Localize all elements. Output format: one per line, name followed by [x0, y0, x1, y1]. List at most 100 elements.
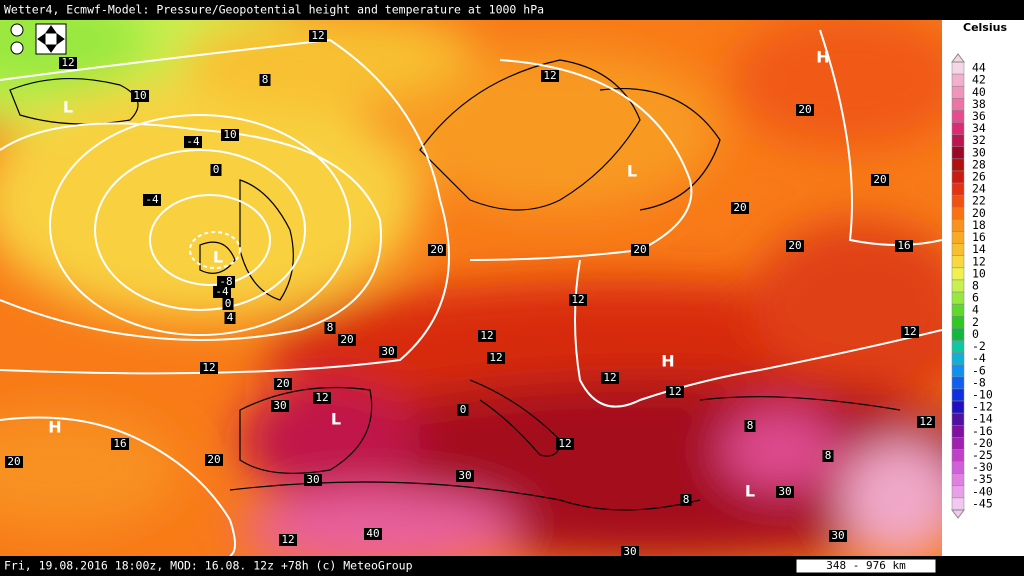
contour-label-bg	[338, 334, 356, 346]
contour-label-bg	[274, 378, 292, 390]
contour-label: 12	[202, 361, 215, 374]
contour-label-bg	[478, 330, 496, 342]
contour-label-bg	[569, 294, 587, 306]
isobars	[0, 29, 942, 556]
contour-label: 20	[788, 239, 801, 252]
contour-label: 12	[571, 293, 584, 306]
contour-label: 8	[262, 73, 269, 86]
pressure-center: H	[816, 48, 829, 67]
contour-label: 20	[207, 453, 220, 466]
contour-label: 20	[340, 333, 353, 346]
contour-label: 16	[897, 239, 910, 252]
contour-label-bg	[143, 194, 161, 206]
legend-swatch	[951, 158, 965, 172]
zoom-in[interactable]	[10, 23, 24, 37]
contour-label-bg	[111, 438, 129, 450]
legend-swatch	[951, 182, 965, 196]
legend-swatch	[951, 267, 965, 281]
legend-swatch	[951, 412, 965, 426]
contour-label-bg	[379, 346, 397, 358]
contour-label: 20	[276, 377, 289, 390]
contour-label: 12	[543, 69, 556, 82]
contour-label-bg	[279, 534, 297, 546]
contour-label: 10	[133, 89, 146, 102]
contour-label: 12	[311, 29, 324, 42]
pressure-center: L	[63, 98, 73, 117]
legend-swatch	[951, 98, 965, 111]
contour-label: 30	[273, 399, 286, 412]
legend-swatch	[951, 243, 965, 256]
legend-label: -35	[972, 472, 993, 486]
map-controls[interactable]	[10, 23, 67, 55]
contour-label-bg	[541, 70, 559, 82]
contour-label: 20	[873, 173, 886, 186]
legend-label: 10	[972, 266, 986, 280]
pressure-center: L	[213, 248, 223, 267]
contour-label: 20	[430, 243, 443, 256]
contour-label-bg	[271, 400, 289, 412]
legend-label: 18	[972, 218, 986, 232]
legend-label: 0	[972, 327, 979, 341]
legend-label: 8	[972, 279, 979, 293]
contour-label: -8	[219, 275, 232, 288]
legend-swatch	[951, 449, 965, 462]
contour-label: -4	[145, 193, 159, 206]
contour-label-bg	[213, 286, 231, 298]
footer-info: Fri, 19.08.2016 18:00z, MOD: 16.08. 12z …	[4, 559, 413, 573]
scale-label: 348 - 976 km	[826, 559, 906, 572]
legend-swatch	[951, 110, 965, 123]
contour-label-bg	[224, 312, 236, 324]
contour-label-bg	[210, 164, 222, 176]
legend-label: 38	[972, 97, 986, 111]
legend-arrow	[951, 53, 965, 63]
contour-label: 0	[213, 163, 220, 176]
contour-label: 10	[223, 128, 236, 141]
legend-swatch	[951, 461, 965, 474]
legend-swatch	[951, 122, 965, 135]
legend-label: 30	[972, 145, 986, 159]
contour-label: 12	[668, 385, 681, 398]
legend-swatch	[951, 194, 965, 208]
legend-swatch	[951, 219, 965, 232]
contour-label: 30	[458, 469, 471, 482]
contour-label: 12	[315, 391, 328, 404]
legend-label: 22	[972, 194, 986, 208]
contour-label-bg	[631, 244, 649, 256]
legend-unit: Celsius	[963, 21, 1007, 34]
pressure-center: H	[48, 418, 61, 437]
contour-label-bg	[917, 416, 935, 428]
contour-label-bg	[744, 420, 756, 432]
legend-label: -25	[972, 448, 993, 462]
zoom-out[interactable]	[10, 41, 24, 55]
legend-label: -16	[972, 424, 993, 438]
legend-label: 34	[972, 121, 986, 135]
contour-label-bg	[457, 404, 469, 416]
title-bar	[0, 0, 1024, 20]
contour-label: 8	[683, 493, 690, 506]
legend-label: 14	[972, 242, 986, 256]
legend-swatch	[951, 146, 965, 160]
contour-label: 12	[603, 371, 616, 384]
contour-label: 20	[7, 455, 20, 468]
contour-label: 40	[366, 527, 379, 540]
footer-bar	[0, 556, 1024, 576]
legend-swatch	[951, 134, 965, 148]
contour-label: 20	[733, 201, 746, 214]
pressure-center: H	[661, 352, 674, 371]
contour-label-bg	[324, 322, 336, 334]
legend-swatch	[951, 437, 965, 450]
contour-label: 12	[558, 437, 571, 450]
legend-label: 6	[972, 291, 979, 305]
legend-swatch	[951, 291, 965, 305]
contour-label: 12	[919, 415, 932, 428]
legend-swatch	[951, 231, 965, 244]
pressure-center: L	[627, 162, 637, 181]
contour-label: 12	[489, 351, 502, 364]
map-title: Wetter4, Ecmwf-Model: Pressure/Geopotent…	[4, 3, 544, 17]
contour-label-bg	[556, 438, 574, 450]
legend-swatch	[951, 255, 965, 269]
legend-swatch	[951, 279, 965, 293]
contour-label: 8	[327, 321, 334, 334]
contour-label-bg	[217, 276, 235, 288]
